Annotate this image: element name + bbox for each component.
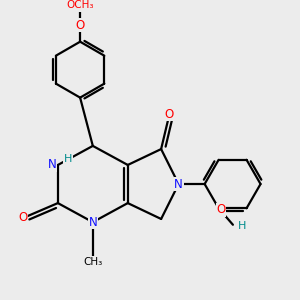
Text: H: H — [64, 154, 72, 164]
Text: O: O — [164, 108, 174, 121]
Text: H: H — [238, 221, 246, 231]
Text: O: O — [217, 203, 226, 216]
Text: N: N — [174, 178, 183, 190]
Text: CH₃: CH₃ — [83, 257, 102, 267]
Text: O: O — [76, 19, 85, 32]
Text: O: O — [18, 211, 28, 224]
Text: N: N — [88, 216, 97, 229]
Text: N: N — [47, 158, 56, 172]
Text: OCH₃: OCH₃ — [66, 0, 94, 10]
